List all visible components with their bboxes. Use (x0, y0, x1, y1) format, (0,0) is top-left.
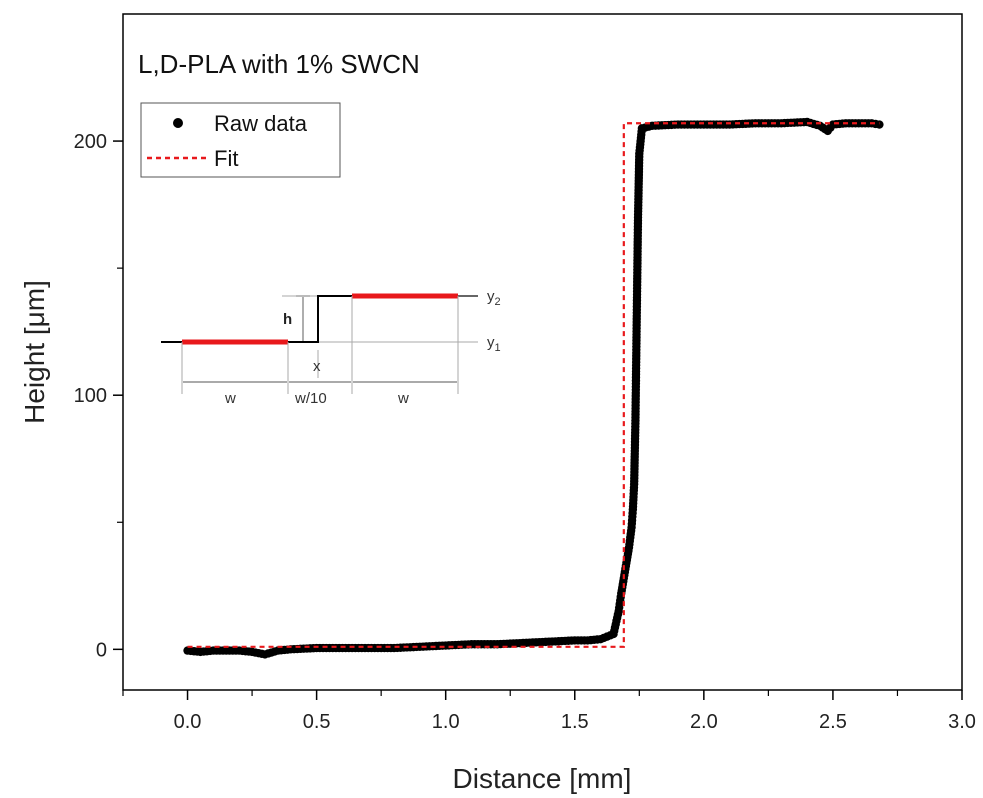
legend-raw-marker (173, 118, 183, 128)
y-tick-label: 0 (96, 639, 107, 661)
raw-data-series (183, 117, 884, 659)
inset-w-left-label: w (224, 390, 236, 407)
x-axis-ticks: 0.0 0.5 1.0 1.5 2.0 2.5 3.0 (122, 690, 976, 733)
inset-y2-sub: 2 (495, 296, 501, 308)
inset-y1-sub: 1 (495, 342, 501, 354)
y-axis-ticks: 0 100 200 (74, 131, 123, 661)
legend-fit-label: Fit (214, 146, 238, 171)
x-tick-label: 0.5 (303, 711, 331, 733)
y-axis-title: Height [μm] (19, 280, 50, 424)
x-tick-label: 1.0 (432, 711, 460, 733)
y-tick-label: 100 (74, 385, 107, 407)
step-model-inset: h x w w/10 w y2 y1 (161, 288, 501, 407)
inset-y2-main: y (487, 288, 495, 305)
inset-h-label: h (283, 311, 292, 328)
fit-line (187, 122, 880, 648)
inset-w-right-label: w (397, 390, 409, 407)
raw-data-point (875, 120, 884, 129)
legend: Raw data Fit (140, 102, 341, 178)
inset-w10-label: w/10 (294, 390, 327, 407)
x-tick-label: 3.0 (948, 711, 976, 733)
inset-y1-label: y1 (487, 334, 501, 354)
legend-raw-label: Raw data (214, 111, 308, 136)
inset-step-profile (161, 295, 458, 343)
x-tick-label: 1.5 (561, 711, 589, 733)
y-tick-label: 200 (74, 131, 107, 153)
x-tick-label: 2.5 (819, 711, 847, 733)
inset-y1-main: y (487, 334, 495, 351)
x-tick-label: 2.0 (690, 711, 718, 733)
inset-x-label: x (313, 358, 321, 375)
legend-box (140, 102, 341, 178)
x-tick-label: 0.0 (174, 711, 202, 733)
inset-y2-label: y2 (487, 288, 501, 308)
x-axis-title: Distance [mm] (453, 763, 632, 794)
plot-frame (122, 13, 963, 691)
chart-title: L,D-PLA with 1% SWCN (138, 49, 420, 79)
series-layer (183, 117, 884, 659)
